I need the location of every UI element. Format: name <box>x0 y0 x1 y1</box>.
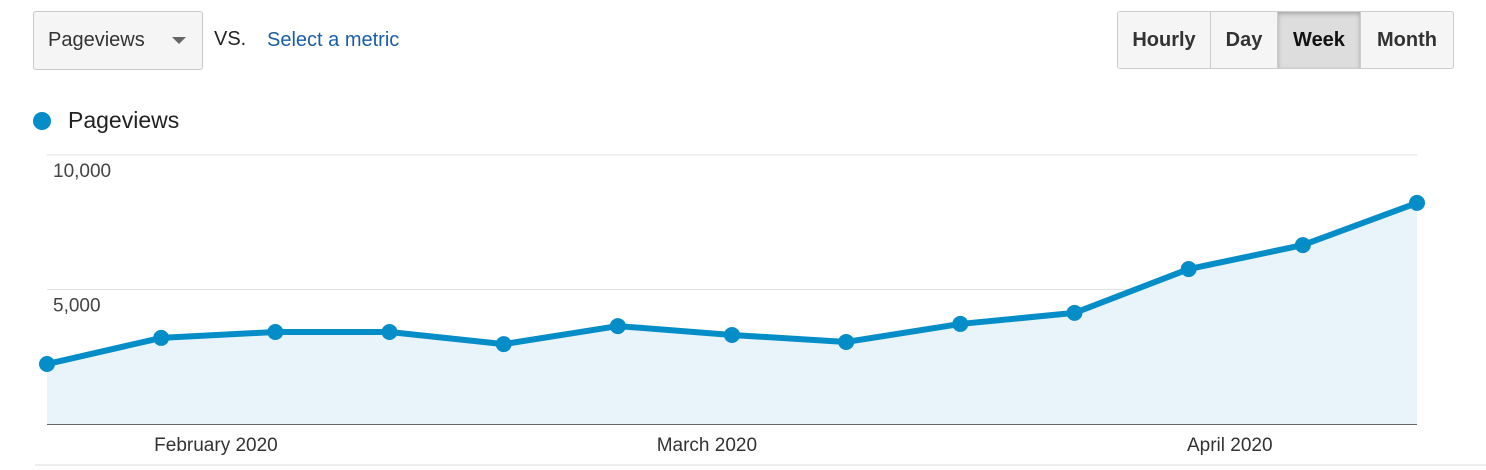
dropdown-label: Pageviews <box>48 29 145 51</box>
area <box>47 202 1417 424</box>
dropdown-arrow <box>172 37 186 44</box>
point <box>724 326 740 343</box>
x-tick-label: March 2020 <box>657 435 757 456</box>
point <box>1180 261 1197 278</box>
interval-button[interactable]: Week <box>1277 11 1361 69</box>
point <box>381 324 398 341</box>
metric-dropdown[interactable]: Pageviews <box>33 11 203 70</box>
point <box>39 356 55 373</box>
point <box>952 315 969 332</box>
point <box>267 324 284 341</box>
y-tick-label: 5,000 <box>53 296 101 317</box>
select-metric-link[interactable]: Select a metric <box>267 29 400 51</box>
vs-label: VS. <box>214 28 247 50</box>
point <box>1294 237 1311 254</box>
point <box>1066 304 1083 321</box>
interval-button[interactable]: Hourly <box>1117 11 1211 69</box>
interval-button[interactable]: Day <box>1210 11 1278 69</box>
point <box>838 333 855 350</box>
point <box>1409 194 1425 211</box>
interval-button[interactable]: Month <box>1360 11 1454 69</box>
x-tick-label: April 2020 <box>1187 435 1273 456</box>
point <box>609 318 626 335</box>
legend-label: Pageviews <box>68 107 179 133</box>
y-tick-label: 10,000 <box>53 161 111 182</box>
point <box>495 336 512 353</box>
x-tick-label: February 2020 <box>154 435 278 456</box>
legend-marker <box>33 112 51 130</box>
point <box>153 329 170 346</box>
